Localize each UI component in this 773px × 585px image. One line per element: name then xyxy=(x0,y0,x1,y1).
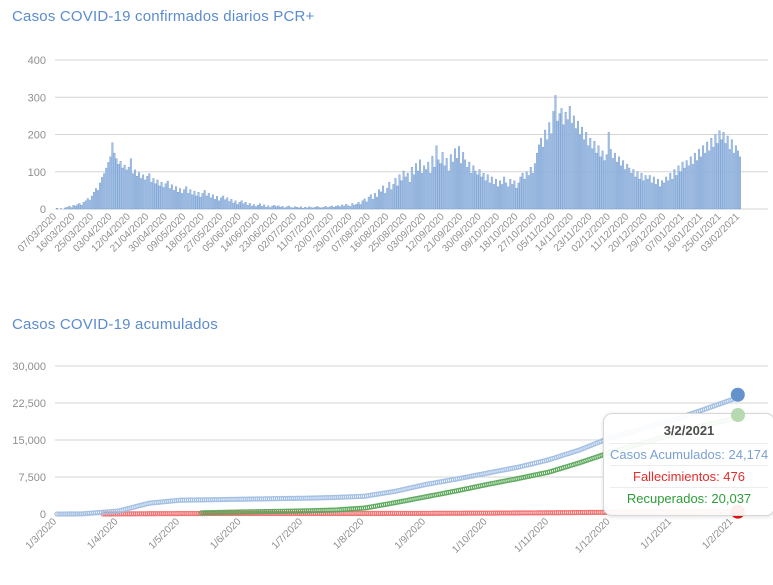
cumulative-chart-title: Casos COVID-19 acumulados xyxy=(12,316,218,333)
svg-text:1/4/2020: 1/4/2020 xyxy=(85,516,121,552)
svg-text:15,000: 15,000 xyxy=(12,435,46,447)
cumulative-trail-cases[interactable] xyxy=(54,393,740,517)
svg-text:1/11/2020: 1/11/2020 xyxy=(512,516,551,555)
svg-text:300: 300 xyxy=(28,92,46,104)
svg-text:200: 200 xyxy=(28,130,46,142)
daily-chart-x-axis-labels: 07/03/202016/03/202025/03/202003/04/2020… xyxy=(16,211,742,254)
svg-text:22,500: 22,500 xyxy=(12,398,46,410)
cases-end-marker[interactable] xyxy=(730,387,745,402)
svg-text:1/6/2020: 1/6/2020 xyxy=(208,516,244,552)
svg-text:1/7/2020: 1/7/2020 xyxy=(270,516,306,552)
daily-chart-y-axis-labels: 0 100 200 300 400 xyxy=(28,55,46,216)
svg-text:0: 0 xyxy=(40,204,46,216)
cumulative-chart-y-axis-labels: 0 7,500 15,000 22,500 30,000 xyxy=(12,361,46,521)
tooltip: 3/2/2021 Casos Acumulados: 24,174 Fallec… xyxy=(603,413,773,516)
tooltip-date: 3/2/2021 xyxy=(663,423,715,438)
daily-bars[interactable] xyxy=(56,95,741,210)
svg-text:100: 100 xyxy=(28,167,46,179)
svg-text:1/9/2020: 1/9/2020 xyxy=(393,516,429,552)
tooltip-row-accumulated-cases: Casos Acumulados: 24,174 xyxy=(610,443,768,465)
svg-text:1/1/2021: 1/1/2021 xyxy=(639,516,675,552)
svg-text:1/8/2020: 1/8/2020 xyxy=(331,516,367,552)
svg-text:1/10/2020: 1/10/2020 xyxy=(450,516,490,556)
svg-text:400: 400 xyxy=(28,55,46,67)
svg-text:1/3/2020: 1/3/2020 xyxy=(24,516,60,552)
svg-text:7,500: 7,500 xyxy=(18,472,46,484)
svg-text:1/12/2020: 1/12/2020 xyxy=(573,516,613,556)
tooltip-row-deaths: Fallecimientos: 476 xyxy=(610,465,768,487)
tooltip-row-recovered: Recuperados: 20,037 xyxy=(610,487,768,509)
svg-text:1/5/2020: 1/5/2020 xyxy=(147,516,183,552)
svg-text:30,000: 30,000 xyxy=(12,361,46,373)
daily-chart-title: Casos COVID-19 confirmados diarios PCR+ xyxy=(12,8,315,25)
svg-text:1/2/2021: 1/2/2021 xyxy=(700,516,736,552)
recovered-end-marker[interactable] xyxy=(730,408,745,423)
cumulative-chart-x-axis-labels: 1/3/2020 1/4/2020 1/5/2020 1/6/2020 1/7/2020… xyxy=(24,516,736,556)
svg-text:0: 0 xyxy=(40,509,46,521)
